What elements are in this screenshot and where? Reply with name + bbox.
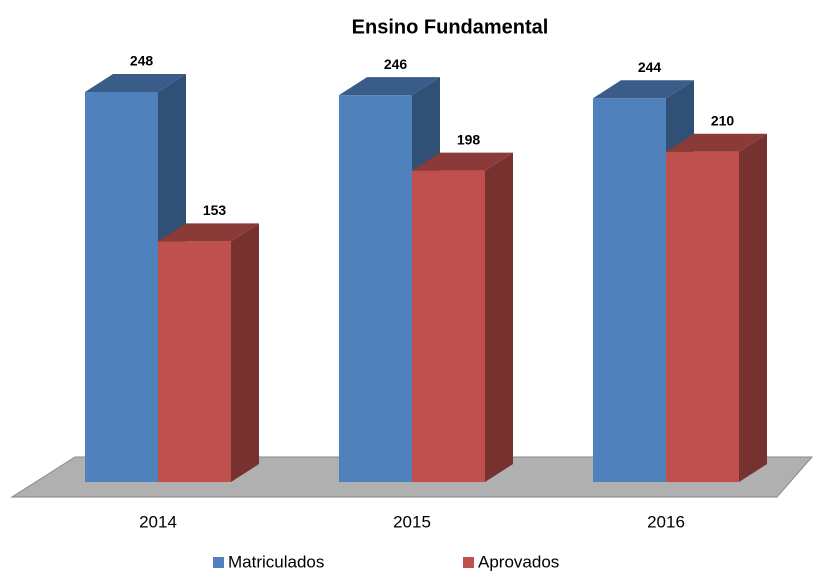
bar	[85, 92, 158, 482]
bar-top	[339, 77, 440, 96]
bar	[593, 98, 666, 483]
bar	[339, 95, 412, 482]
bar	[158, 241, 231, 482]
legend-swatch	[463, 557, 474, 568]
x-tick-label: 2015	[393, 512, 431, 531]
bar-top	[412, 152, 513, 171]
bar-top	[666, 133, 767, 152]
bar-top	[85, 74, 186, 92]
bar-side	[231, 223, 259, 483]
data-label: 153	[203, 202, 227, 218]
x-tick-label: 2014	[139, 512, 177, 531]
bar	[666, 151, 739, 483]
legend-label: Matriculados	[228, 552, 324, 571]
legend-label: Aprovados	[478, 552, 559, 571]
bar	[412, 170, 485, 482]
x-tick-label: 2016	[647, 512, 685, 531]
data-label: 198	[457, 131, 481, 147]
bar-side	[485, 152, 513, 482]
data-label: 246	[384, 56, 408, 72]
data-label: 244	[638, 59, 662, 75]
legend-swatch	[213, 557, 224, 568]
bar-top	[158, 223, 259, 242]
chart-title: Ensino Fundamental	[352, 16, 549, 38]
bar-side	[739, 133, 767, 483]
bar-top	[593, 80, 694, 99]
data-label: 210	[711, 112, 735, 128]
data-label: 248	[130, 53, 154, 69]
